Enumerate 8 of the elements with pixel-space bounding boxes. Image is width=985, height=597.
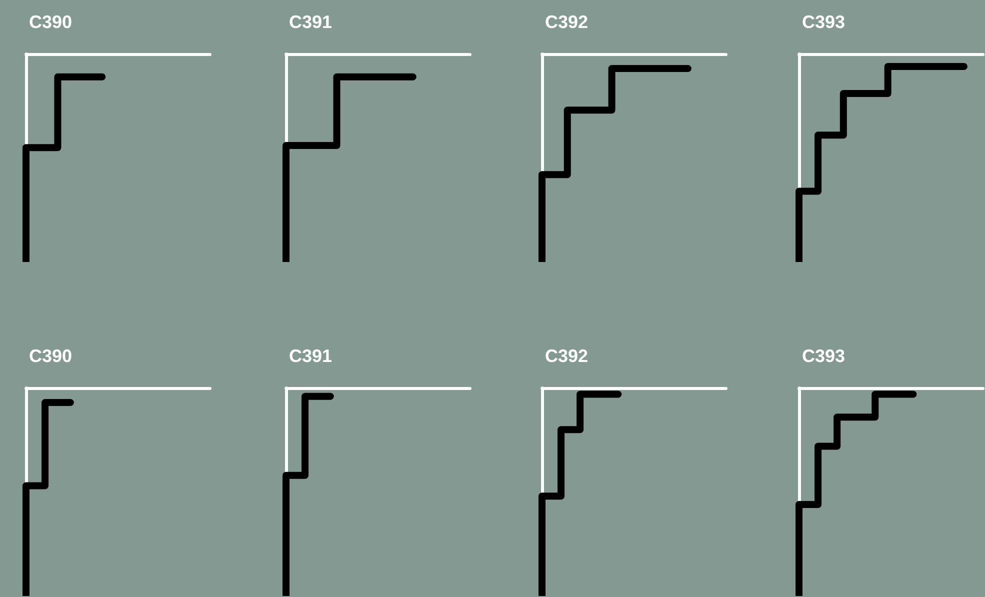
chart-title: C392: [545, 12, 588, 32]
chart-title: C391: [289, 12, 332, 32]
chart-title: C393: [802, 12, 846, 32]
chart-title: C391: [289, 346, 332, 366]
chart-title: C390: [29, 346, 72, 366]
chart-title: C392: [545, 346, 588, 366]
chart-title: C393: [802, 346, 846, 366]
chart-title: C390: [29, 12, 72, 32]
